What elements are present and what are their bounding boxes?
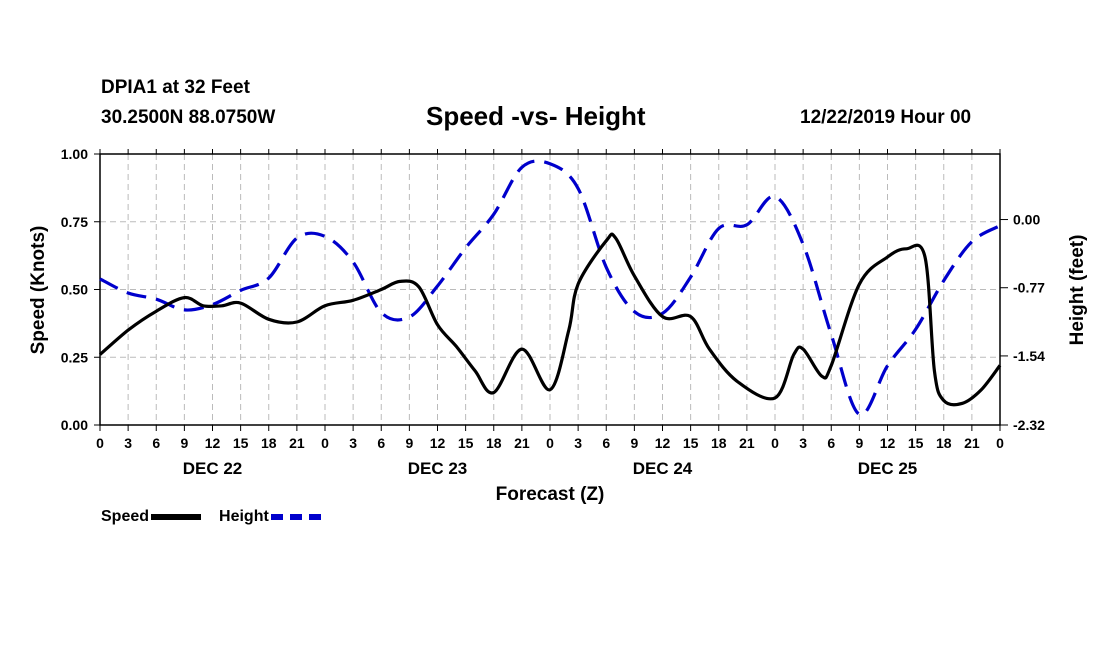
- x-tick-label: 12: [880, 435, 896, 451]
- x-tick-label: 9: [405, 435, 413, 451]
- x-tick-label: 0: [996, 435, 1004, 451]
- x-tick-label: 21: [964, 435, 980, 451]
- day-label: DEC 24: [633, 459, 693, 478]
- x-tick-label: 21: [289, 435, 305, 451]
- x-tick-label: 15: [683, 435, 699, 451]
- x-tick-label: 12: [430, 435, 446, 451]
- x-tick-label: 0: [771, 435, 779, 451]
- y2-tick-label: -1.54: [1013, 348, 1045, 364]
- y-tick-label: 0.25: [61, 349, 88, 365]
- x-tick-label: 3: [799, 435, 807, 451]
- x-tick-label: 15: [908, 435, 924, 451]
- y-tick-label: 0.75: [61, 214, 88, 230]
- x-tick-label: 12: [205, 435, 221, 451]
- x-tick-label: 9: [180, 435, 188, 451]
- chart-title: Speed -vs- Height: [426, 101, 646, 131]
- x-axis-label: Forecast (Z): [496, 484, 605, 505]
- legend-speed-swatch: [151, 514, 202, 520]
- day-label: DEC 23: [408, 459, 468, 478]
- station-label: DPIA1 at 32 Feet: [101, 77, 250, 98]
- grid: [100, 154, 1000, 425]
- x-tick-label: 15: [458, 435, 474, 451]
- legend-height-swatch: [270, 514, 321, 520]
- y2-tick-label: -0.77: [1013, 280, 1045, 296]
- x-tick-label: 6: [602, 435, 610, 451]
- height-series-line: [99, 159, 1001, 417]
- y2-tick-label: -2.32: [1013, 417, 1045, 433]
- series: [98, 159, 1002, 417]
- station-coordinates: 30.2500N 88.0750W: [101, 107, 276, 128]
- x-tick-label: 6: [377, 435, 385, 451]
- y-tick-label: 0.00: [61, 417, 88, 433]
- x-tick-label: 6: [152, 435, 160, 451]
- y-axis-label: Speed (Knots): [28, 226, 49, 355]
- y2-axis-label: Height (feet): [1067, 235, 1088, 346]
- y-tick-label: 0.50: [61, 282, 88, 298]
- x-tick-label: 3: [349, 435, 357, 451]
- x-tick-label: 21: [514, 435, 530, 451]
- legend: Speed Height: [101, 508, 339, 526]
- x-tick-label: 3: [574, 435, 582, 451]
- y-tick-label: 1.00: [61, 146, 88, 162]
- x-tick-label: 9: [855, 435, 863, 451]
- day-label: DEC 22: [183, 459, 243, 478]
- x-tick-label: 3: [124, 435, 132, 451]
- forecast-run-time: 12/22/2019 Hour 00: [800, 107, 972, 128]
- y2-tick-label: 0.00: [1013, 212, 1040, 228]
- x-tick-label: 15: [233, 435, 249, 451]
- speed-series-line: [98, 232, 1002, 407]
- x-tick-label: 18: [936, 435, 952, 451]
- day-label: DEC 25: [858, 459, 918, 478]
- x-tick-label: 18: [486, 435, 502, 451]
- x-tick-label: 0: [321, 435, 329, 451]
- x-tick-label: 6: [827, 435, 835, 451]
- x-tick-label: 21: [739, 435, 755, 451]
- legend-speed-label: Speed: [101, 508, 150, 525]
- axes: 0 3 6 9 12 15 18 21 0 3 6 9 12 15 18 21 0 3 6 9 12 15 18 21 0 3 6 9…: [61, 146, 1045, 478]
- x-tick-label: 18: [711, 435, 727, 451]
- x-tick-label: 12: [655, 435, 671, 451]
- legend-height-label: Height: [219, 508, 269, 525]
- x-tick-label: 9: [630, 435, 638, 451]
- x-tick-label: 0: [546, 435, 554, 451]
- x-tick-label: 0: [96, 435, 104, 451]
- x-tick-label: 18: [261, 435, 277, 451]
